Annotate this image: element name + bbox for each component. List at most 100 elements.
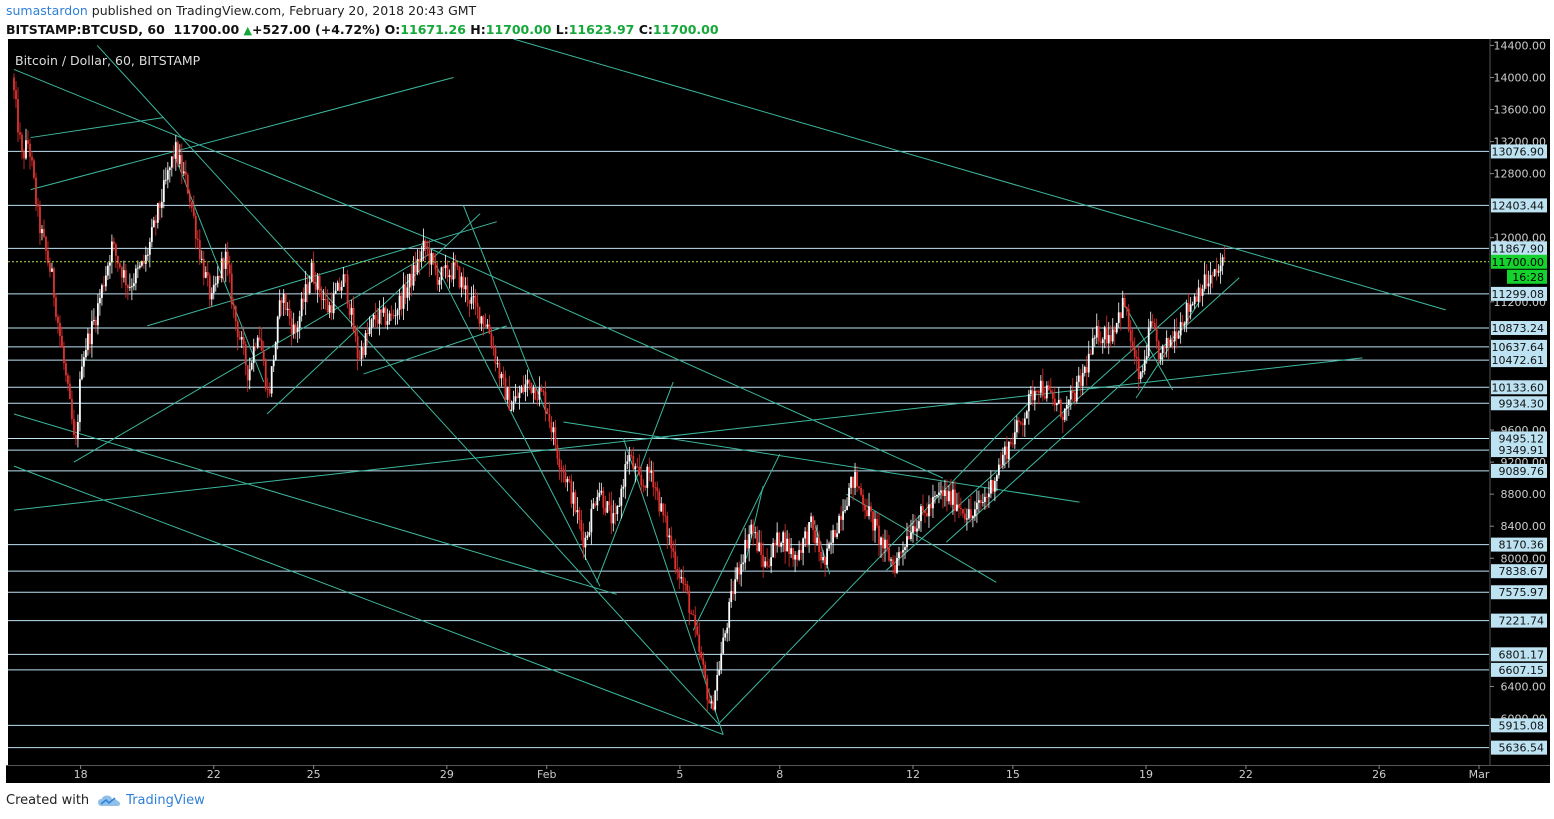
candle-body: [698, 634, 701, 652]
candle-body: [876, 518, 878, 526]
candle-body: [798, 549, 801, 560]
candlestick-chart[interactable]: Bitcoin / Dollar, 60, BITSTAMP 14400.00 14…: [6, 38, 1550, 783]
candle-body: [370, 319, 373, 328]
candle-body: [762, 554, 765, 567]
candle-body: [376, 319, 379, 324]
candle-body: [222, 258, 225, 269]
candle-body: [646, 466, 649, 488]
candle-body: [450, 275, 453, 280]
candle-body: [908, 536, 910, 539]
candle-body: [844, 510, 846, 512]
candle-body: [808, 522, 810, 545]
candle-body: [970, 509, 972, 519]
candle-body: [156, 203, 159, 223]
candle-body: [993, 481, 996, 492]
x-tick-label: 26: [1372, 768, 1386, 781]
candle-body: [1067, 399, 1070, 405]
candle-body: [456, 265, 459, 267]
y-tick-label: 14000.00: [1494, 71, 1547, 84]
candle-body: [462, 276, 465, 290]
candle-body: [528, 379, 531, 383]
candle-body: [146, 254, 149, 256]
countdown-label: 16:28: [1512, 271, 1544, 284]
candle-body: [41, 229, 43, 234]
candle-body: [230, 273, 233, 305]
candle-body: [442, 267, 445, 269]
candle-body: [730, 591, 733, 602]
candle-body: [110, 241, 113, 263]
candle-body: [1127, 309, 1130, 331]
candle-body: [752, 524, 755, 533]
tradingview-logo[interactable]: TradingView: [97, 793, 205, 808]
candle-body: [878, 525, 880, 545]
candle-body: [320, 291, 323, 300]
candle-body: [13, 77, 15, 91]
candle-body: [256, 337, 259, 348]
candle-body: [956, 504, 958, 511]
candle-body: [108, 262, 111, 266]
candle-body: [712, 701, 715, 710]
candle-body: [644, 485, 647, 488]
author-link[interactable]: sumastardon: [6, 3, 88, 18]
candle-body: [948, 491, 950, 502]
candle-body: [638, 467, 641, 475]
candle-body: [1089, 353, 1092, 355]
candle-body: [138, 265, 141, 268]
candle-body: [79, 379, 81, 423]
y-tick-label: 8400.00: [1501, 520, 1547, 533]
candle-body: [170, 156, 173, 168]
candle-body: [488, 324, 491, 334]
candle-body: [640, 474, 643, 486]
candle-body: [120, 267, 123, 278]
candle-body: [278, 300, 281, 317]
candle-body: [1191, 304, 1194, 306]
candle-body: [420, 251, 423, 262]
candle-body: [962, 509, 964, 514]
candle-body: [972, 516, 974, 519]
level-label: 9495.12: [1499, 432, 1545, 445]
candle-body: [568, 478, 571, 481]
candle-body: [112, 241, 115, 245]
candle-body: [1181, 322, 1184, 326]
candle-body: [354, 331, 357, 337]
candle-body: [1195, 296, 1198, 302]
level-label: 13076.90: [1492, 145, 1545, 158]
level-label: 7838.67: [1499, 565, 1545, 578]
x-tick-label: 5: [676, 768, 683, 781]
candle-body: [196, 238, 199, 241]
candle-body: [498, 363, 501, 379]
candle-body: [45, 236, 47, 251]
candle-body: [71, 399, 73, 420]
chart-area[interactable]: Bitcoin / Dollar, 60, BITSTAMP 14400.00 14…: [6, 38, 1550, 783]
candle-body: [1057, 399, 1060, 404]
candle-body: [790, 548, 793, 554]
candle-body: [864, 505, 866, 511]
candle-body: [362, 347, 365, 355]
candle-body: [586, 535, 589, 538]
candle-body: [1133, 347, 1136, 357]
candle-body: [1131, 341, 1134, 348]
candle-body: [1081, 372, 1084, 386]
candle-body: [426, 246, 429, 250]
candle-body: [778, 532, 781, 547]
candle-body: [304, 284, 307, 302]
candle-body: [144, 255, 147, 264]
candle-body: [658, 491, 661, 512]
candle-body: [692, 614, 695, 616]
x-tick-label: 15: [1006, 768, 1020, 781]
candle-body: [720, 653, 723, 671]
candle-body: [736, 567, 739, 580]
candle-body: [784, 532, 787, 552]
candle-body: [896, 557, 898, 573]
candle-body: [820, 551, 822, 561]
x-tick-label: 18: [74, 768, 88, 781]
candle-body: [292, 324, 295, 334]
candle-body: [254, 346, 257, 348]
candle-body: [660, 503, 663, 512]
candle-body: [104, 275, 107, 287]
level-label-box: [1491, 647, 1547, 662]
candle-body: [630, 454, 633, 456]
candle-body: [248, 369, 251, 381]
candle-body: [336, 282, 339, 291]
level-label: 10873.24: [1492, 322, 1545, 335]
